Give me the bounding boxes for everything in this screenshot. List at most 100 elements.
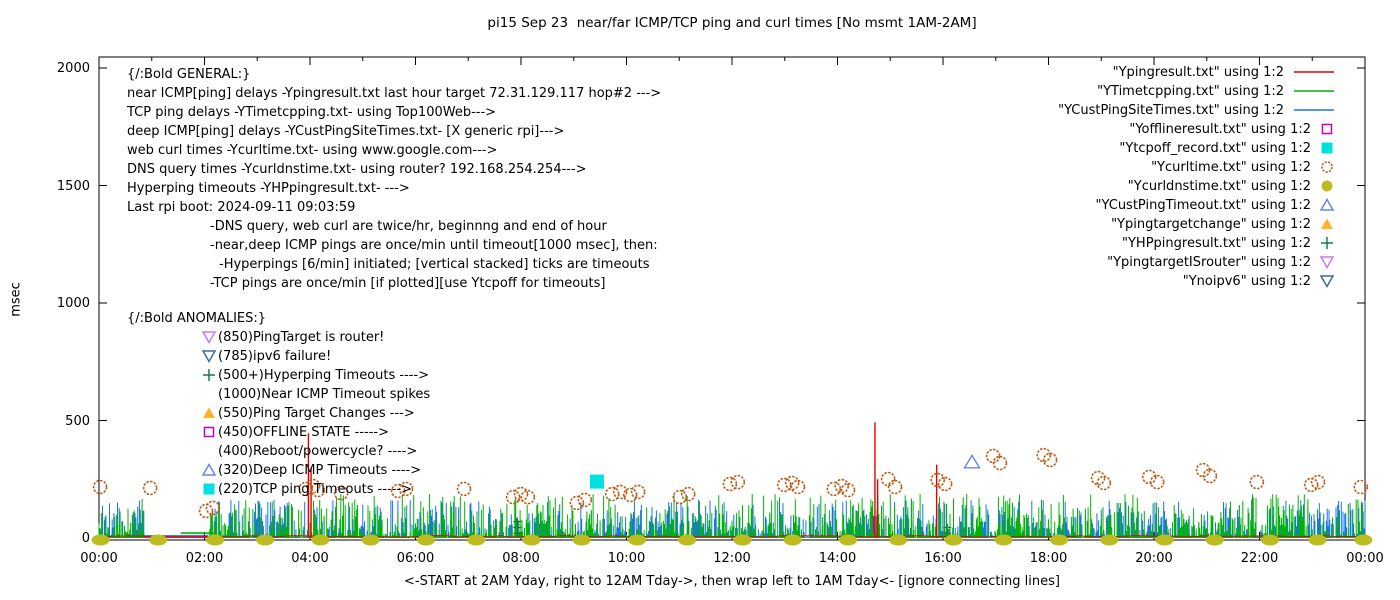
dns-time-point <box>839 534 858 546</box>
curl-time-point <box>398 481 414 497</box>
legend-item: "Ypingresult.txt" using 1:2 <box>1113 64 1336 80</box>
spacer <box>201 443 218 459</box>
dns-time-point <box>1354 534 1373 546</box>
curl-time-point <box>880 471 896 487</box>
anomaly-label: (220)TCP ping Timeouts -----> <box>218 481 413 497</box>
curl-time-point <box>776 477 792 493</box>
general-line: -DNS query, web curl are twice/hr, begin… <box>210 219 607 234</box>
curl-time-point <box>569 495 585 511</box>
plus-icon <box>1319 235 1336 251</box>
curl-time-point <box>630 484 646 500</box>
general-line: web curl times -Ycurltime.txt- using www… <box>127 143 498 158</box>
anomaly-label: (450)OFFLINE STATE -----> <box>218 424 389 440</box>
curl-time-point <box>142 480 158 496</box>
legend-item: "Ypingtargetchange" using 1:2 <box>1111 216 1336 232</box>
curl-time-point <box>985 448 1001 464</box>
legend-item: "YHPpingresult.txt" using 1:2 <box>1122 235 1336 251</box>
y-tick-label: 1500 <box>56 178 90 194</box>
curl-time-point <box>505 489 521 505</box>
anomaly-label: (550)Ping Target Changes ---> <box>218 405 415 421</box>
dns-time-point <box>522 534 541 546</box>
anomaly-item: (850)PingTarget is router! <box>201 329 384 345</box>
general-line: Last rpi boot: 2024-09-11 09:03:59 <box>127 200 356 215</box>
legend-label: "YCustPingTimeout.txt" using 1:2 <box>1095 197 1311 213</box>
curl-time-point <box>612 484 628 500</box>
curl-time-point <box>1036 447 1052 463</box>
legend-item: "Ycurltime.txt" using 1:2 <box>1151 159 1336 175</box>
general-line: -TCP pings are once/min [if plotted][use… <box>210 276 606 291</box>
dns-time-point <box>889 534 908 546</box>
anomaly-item: (400)Reboot/powercycle? ----> <box>201 443 417 459</box>
x-tick-label: 00:00 <box>80 551 118 566</box>
dns-time-point <box>311 534 330 546</box>
curl-time-point <box>1090 470 1106 486</box>
x-tick-label: 08:00 <box>502 551 540 566</box>
anomaly-item: (1000)Near ICMP Timeout spikes <box>201 386 430 402</box>
curl-time-point <box>520 489 536 505</box>
legend-label: "Yofflineresult.txt" using 1:2 <box>1129 121 1311 137</box>
triangle-up-open-icon <box>201 462 218 478</box>
line-icon <box>1292 83 1336 99</box>
curl-time-point <box>1149 474 1165 490</box>
deep-icmp-timeout-point <box>963 453 981 469</box>
general-line: DNS query times -Ycurldnstime.txt- using… <box>127 162 587 177</box>
anomaly-label: (785)ipv6 failure! <box>218 348 332 364</box>
x-tick-label: 16:00 <box>924 551 962 566</box>
legend-label: "Ypingtargetchange" using 1:2 <box>1111 216 1311 232</box>
anomaly-label: (320)Deep ICMP Timeouts ----> <box>218 462 422 478</box>
curl-time-point <box>992 455 1008 471</box>
curl-time-point <box>730 474 746 490</box>
anomaly-item: (550)Ping Target Changes ---> <box>201 405 415 421</box>
y-tick-label: 0 <box>81 531 90 546</box>
general-line: near ICMP[ping] delays -Ypingresult.txt … <box>127 86 662 101</box>
curl-time-point <box>622 487 638 503</box>
line-icon <box>1292 64 1336 80</box>
legend-item: "YCustPingTimeout.txt" using 1:2 <box>1096 197 1336 213</box>
curl-time-point <box>1303 477 1319 493</box>
legend-item: "YTimetcpping.txt" using 1:2 <box>1097 83 1336 99</box>
triangle-down-open-icon <box>201 329 218 345</box>
curl-time-point <box>826 481 842 497</box>
dns-time-point <box>944 534 963 546</box>
anomaly-item: (320)Deep ICMP Timeouts ----> <box>201 462 421 478</box>
dns-time-point <box>1261 534 1280 546</box>
y-tick-label: 500 <box>65 413 90 429</box>
dns-time-point <box>206 534 225 546</box>
x-tick-label: 06:00 <box>396 551 435 566</box>
curl-time-point <box>930 472 946 488</box>
legend-item: "Ynoipv6" using 1:2 <box>1183 273 1336 289</box>
y-tick-label: 1000 <box>56 296 90 311</box>
x-tick-label: 10:00 <box>607 551 646 566</box>
curl-time-point <box>1310 474 1326 490</box>
anomaly-label: (400)Reboot/powercycle? ----> <box>218 443 418 459</box>
y-tick-label: 2000 <box>56 61 90 76</box>
dns-time-point <box>733 534 752 546</box>
legend-label: "Ypingresult.txt" using 1:2 <box>1112 64 1284 80</box>
dns-time-point <box>783 534 802 546</box>
dns-time-point <box>467 534 486 546</box>
legend-label: "YHPpingresult.txt" using 1:2 <box>1122 235 1311 251</box>
dns-time-point <box>256 534 275 546</box>
general-line: Hyperping timeouts -YHPpingresult.txt- -… <box>127 181 410 196</box>
anomaly-item: (500+)Hyperping Timeouts ----> <box>201 367 429 383</box>
anomaly-label: (850)PingTarget is router! <box>218 329 385 345</box>
legend-label: "Ycurltime.txt" using 1:2 <box>1151 159 1311 175</box>
general-line: deep ICMP[ping] delays -YCustPingSiteTim… <box>127 124 565 139</box>
legend-item: "YCustPingSiteTimes.txt" using 1:2 <box>1058 102 1336 118</box>
anomaly-item: (785)ipv6 failure! <box>201 348 331 364</box>
dns-time-point <box>994 534 1013 546</box>
curl-time-point <box>1141 469 1157 485</box>
line-icon <box>1292 102 1336 118</box>
x-tick-label: 18:00 <box>1029 551 1068 566</box>
triangle-up-filled-icon <box>1319 216 1336 232</box>
x-tick-label: 04:00 <box>291 551 329 566</box>
legend-item: "Ytcpoff_record.txt" using 1:2 <box>1119 140 1336 156</box>
dns-time-point <box>417 534 436 546</box>
general-line: TCP ping delays -YTimetcpping.txt- using… <box>127 105 497 120</box>
plus-icon <box>201 367 218 383</box>
curl-time-point <box>672 489 688 505</box>
legend-item: "YpingtargetISrouter" using 1:2 <box>1107 254 1336 270</box>
dns-time-point <box>1100 534 1119 546</box>
